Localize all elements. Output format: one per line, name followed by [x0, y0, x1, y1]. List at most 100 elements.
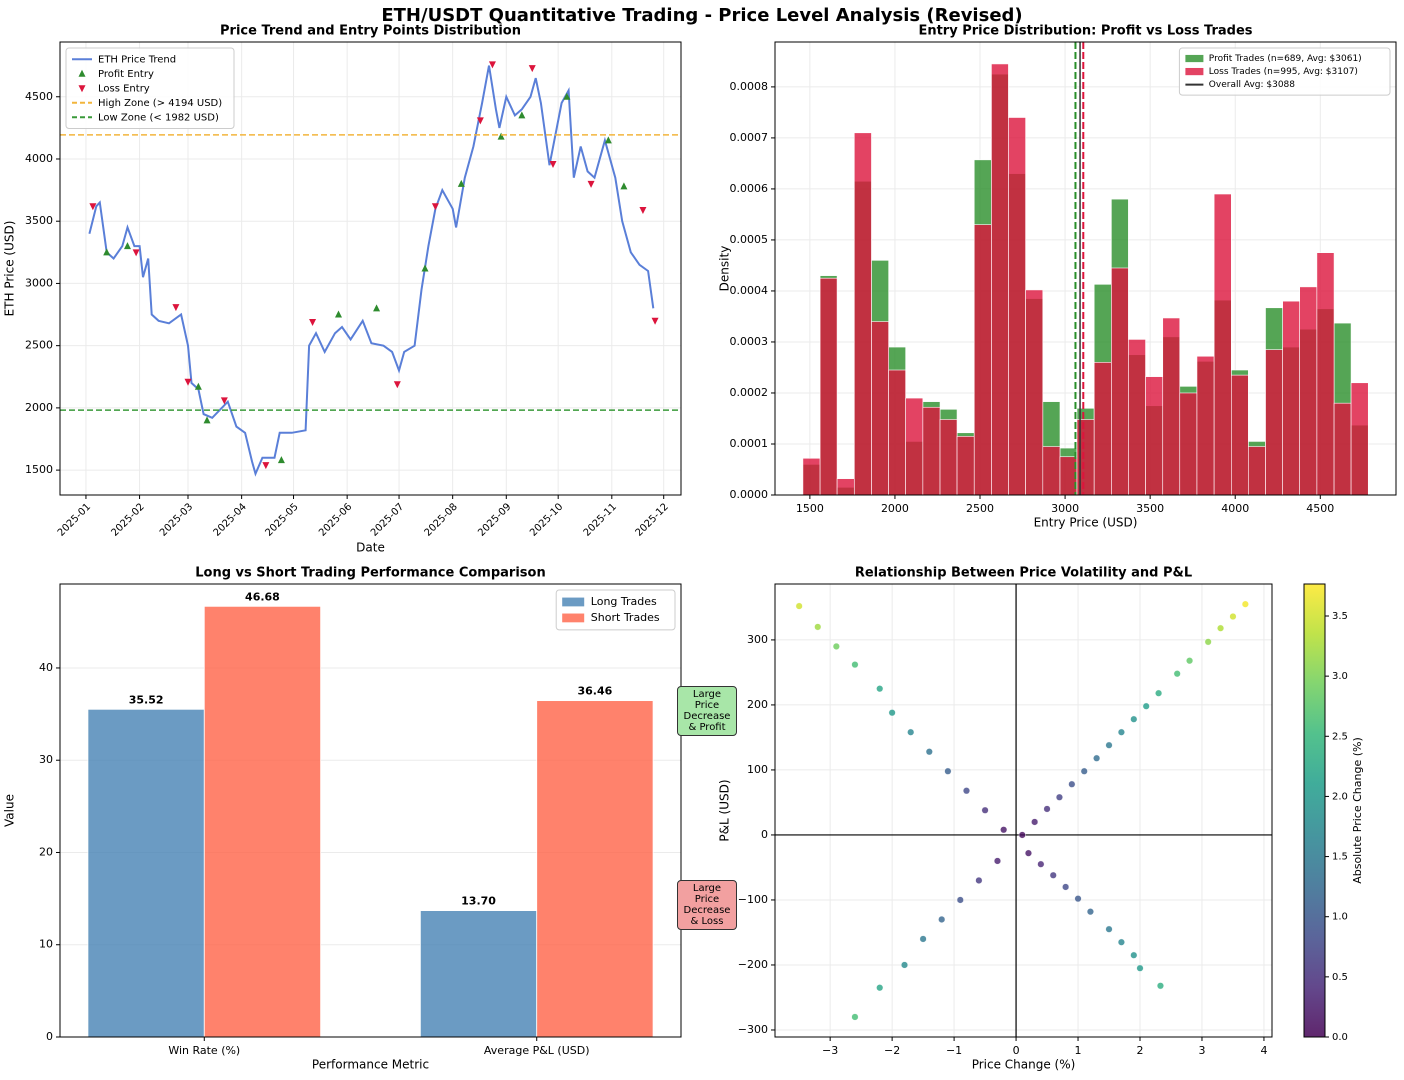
legend-swatch — [78, 85, 86, 93]
axes-title: Price Trend and Entry Points Distributio… — [220, 24, 521, 39]
x-tick-label: 1 — [1075, 1044, 1082, 1057]
scatter-point — [876, 685, 884, 693]
scatter-point — [1142, 702, 1150, 710]
plot-frame — [774, 583, 1273, 1038]
scatter-point — [1080, 767, 1088, 775]
legend-label: Long Trades — [591, 595, 657, 608]
axes-title: Relationship Between Price Volatility an… — [855, 566, 1192, 581]
entry-marker — [528, 65, 536, 73]
entry-marker — [334, 310, 342, 318]
y-tick-label: 0.0005 — [730, 233, 769, 246]
scatter-point — [1105, 925, 1113, 933]
plot-frame — [774, 41, 1397, 496]
y-tick-label: 1500 — [25, 463, 53, 476]
scatter-point — [975, 876, 983, 884]
scatter-point — [981, 806, 989, 814]
x-tick-label: −1 — [946, 1044, 962, 1057]
figure-title: ETH/USDT Quantitative Trading - Price Le… — [381, 5, 1022, 26]
axes-title: Long vs Short Trading Performance Compar… — [195, 566, 545, 581]
scatter-point — [1105, 741, 1113, 749]
scatter-point — [832, 642, 840, 650]
y-tick-label: 2500 — [25, 339, 53, 352]
scatter-point — [1024, 849, 1032, 857]
x-tick-label: −2 — [884, 1044, 900, 1057]
entry-marker — [103, 248, 111, 256]
y-tick-label: 0.0001 — [730, 437, 769, 450]
entry-marker — [549, 160, 557, 168]
y-tick-label: 0.0002 — [730, 386, 769, 399]
scatter-point — [944, 767, 952, 775]
hist-bar — [1248, 446, 1266, 496]
entry-marker — [277, 456, 285, 464]
entry-marker — [421, 264, 429, 272]
legend-swatch — [1185, 54, 1204, 63]
hist-bar — [1128, 339, 1146, 496]
x-tick-label: Average P&L (USD) — [484, 1044, 590, 1057]
hist-bar — [1196, 355, 1215, 496]
hist-bar — [939, 419, 958, 496]
scatter-point — [814, 623, 822, 631]
x-tick-label: 0 — [1013, 1044, 1020, 1057]
scatter-point — [1117, 728, 1125, 736]
entry-marker — [132, 249, 140, 257]
y-axis-label: ETH Price (USD) — [3, 221, 17, 317]
x-tick-label: 2025-12 — [634, 501, 671, 538]
hist-bar — [1059, 456, 1078, 496]
hist-bar — [1231, 374, 1249, 496]
x-tick-label: 2025-04 — [212, 501, 249, 538]
annotation: Large Price Decrease & Loss — [677, 880, 737, 930]
x-tick-label: 2500 — [966, 502, 994, 515]
y-tick-label: 0.0006 — [730, 182, 769, 195]
entry-marker — [604, 136, 612, 144]
x-tick-label: 4 — [1260, 1044, 1267, 1057]
y-tick-label: 3000 — [25, 276, 53, 289]
x-tick-label: 2 — [1137, 1044, 1144, 1057]
x-axis-label: Entry Price (USD) — [1034, 516, 1138, 530]
hist-bar — [1213, 193, 1232, 496]
y-tick-label: 4000 — [25, 152, 53, 165]
x-tick-label: 2025-02 — [109, 501, 146, 538]
y-tick-label: 30 — [39, 753, 53, 766]
x-tick-label: 2025-08 — [423, 501, 460, 538]
scatter-point — [888, 709, 896, 717]
value-label: 46.68 — [245, 590, 280, 603]
y-axis-label: Density — [718, 246, 732, 292]
entry-marker — [262, 462, 270, 470]
y-tick-label: 0.0003 — [730, 335, 769, 348]
scatter-point — [1093, 754, 1101, 762]
y-tick-label: 20 — [39, 845, 53, 858]
axes-title: Entry Price Distribution: Profit vs Loss… — [918, 24, 1252, 39]
hist-bar — [853, 132, 872, 496]
legend-label: Low Zone (< 1982 USD) — [98, 112, 219, 123]
hist-bar — [1179, 392, 1198, 496]
scatter-point — [1086, 908, 1094, 916]
hist-bar — [1265, 349, 1283, 496]
scatter-point — [956, 896, 964, 904]
colorbar-tick-label: 2.0 — [1332, 791, 1348, 802]
entry-marker — [639, 207, 647, 215]
y-tick-label: −100 — [738, 893, 768, 906]
legend-label: Loss Entry — [98, 83, 150, 94]
colorbar-tick-label: 3.5 — [1332, 611, 1348, 622]
legend-label: Profit Trades (n=689, Avg: $3061) — [1209, 54, 1362, 64]
legend-label: Loss Trades (n=995, Avg: $3107) — [1209, 67, 1358, 77]
x-axis-label: Date — [356, 541, 385, 555]
y-tick-label: 200 — [747, 698, 768, 711]
scatter-point — [851, 661, 859, 669]
hist-bar — [1350, 382, 1369, 496]
scatter-point — [938, 915, 946, 923]
scatter-point — [993, 857, 1001, 865]
y-axis-label: P&L (USD) — [718, 779, 732, 841]
legend-swatch — [78, 69, 86, 77]
x-tick-label: 3000 — [1051, 502, 1079, 515]
colorbar-label: Absolute Price Change (%) — [1351, 737, 1364, 884]
y-tick-label: 10 — [39, 938, 53, 951]
scatter-point — [1155, 689, 1163, 697]
scatter-point — [925, 748, 933, 756]
scatter-point — [1136, 964, 1144, 972]
scatter-point — [1229, 613, 1237, 621]
hist-bar — [922, 406, 941, 496]
scatter-point — [1156, 982, 1164, 990]
hist-bar — [1299, 286, 1318, 496]
